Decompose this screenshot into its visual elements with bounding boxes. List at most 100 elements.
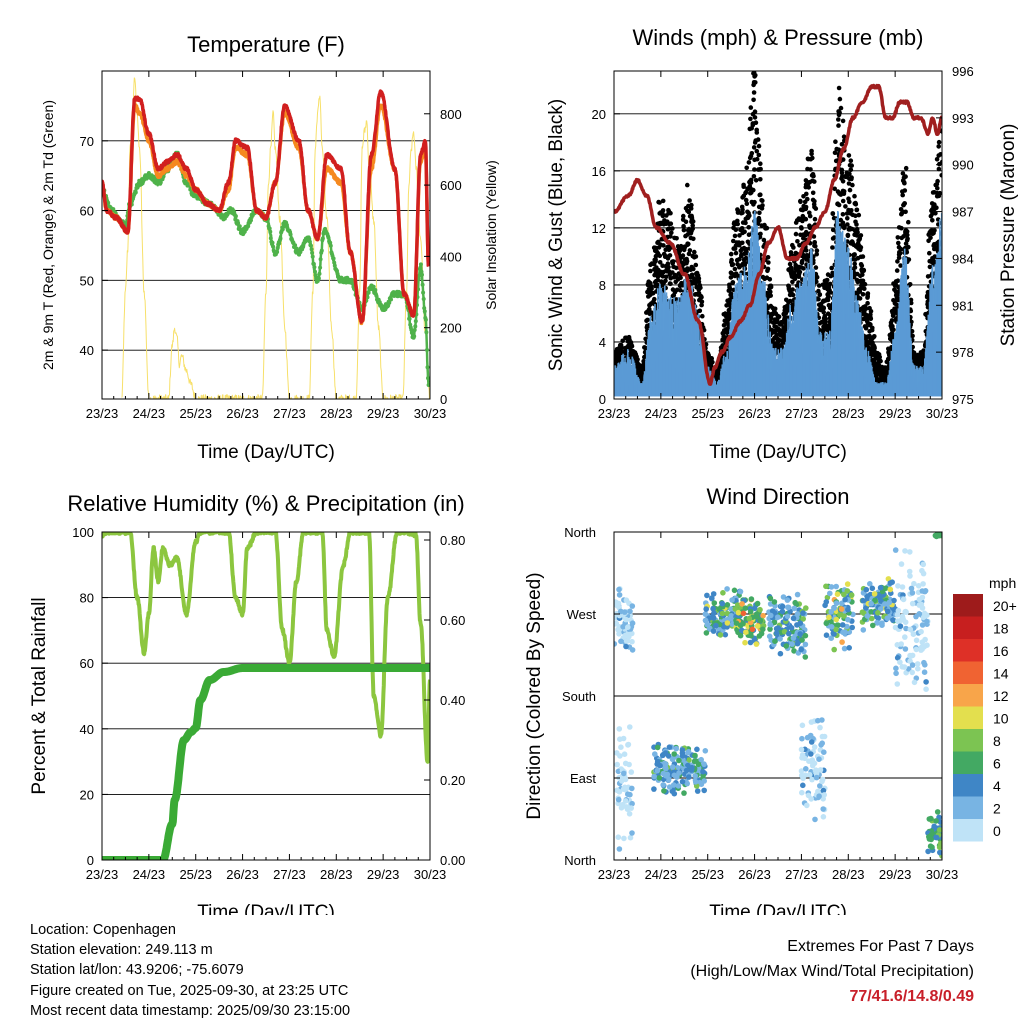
dewpoint-point xyxy=(374,293,379,298)
gust-point xyxy=(803,204,809,210)
gust-point xyxy=(857,296,863,301)
y-tick-label: 800 xyxy=(440,107,462,122)
winds-panel: Winds (mph) & Pressure (mb) 048121620975… xyxy=(546,25,1019,463)
dewpoint-point xyxy=(298,250,303,255)
gust-point xyxy=(828,290,834,295)
gust-point xyxy=(699,299,705,305)
gust-point xyxy=(681,213,686,219)
gust-point xyxy=(868,309,874,314)
gust-point xyxy=(697,308,703,314)
gust-point xyxy=(689,213,694,219)
gust-point xyxy=(683,219,689,225)
gust-point xyxy=(869,327,875,333)
dewpoint-point xyxy=(426,376,430,381)
dewpoint-point xyxy=(420,272,424,277)
y-tick-label: 400 xyxy=(440,249,462,264)
gust-point xyxy=(872,345,877,351)
dewpoint-point xyxy=(158,180,163,185)
temperature-grid xyxy=(102,140,430,351)
gust-point xyxy=(878,358,883,364)
gust-point xyxy=(809,151,814,157)
gust-point xyxy=(904,229,910,234)
gust-point xyxy=(793,231,799,237)
gust-point xyxy=(860,292,866,297)
temp-9m-line xyxy=(102,89,430,324)
gust-point xyxy=(645,317,650,323)
gust-point xyxy=(660,208,666,213)
gust-point xyxy=(655,277,661,283)
dewpoint-point xyxy=(237,224,242,229)
gust-point xyxy=(758,231,763,237)
gust-point xyxy=(868,315,873,320)
dewpoint-point xyxy=(418,265,423,270)
gust-point xyxy=(765,266,771,272)
dewpoint-point xyxy=(331,256,336,261)
gust-point xyxy=(710,359,715,365)
gust-point xyxy=(668,221,674,226)
gust-point xyxy=(847,187,853,193)
y-tick-label: 40 xyxy=(80,343,94,358)
gust-point xyxy=(735,221,740,227)
gust-point xyxy=(852,193,857,199)
gust-point xyxy=(858,233,864,238)
gust-point xyxy=(754,130,760,135)
gust-point xyxy=(936,166,942,172)
gust-point xyxy=(799,260,805,266)
gust-point xyxy=(700,313,705,319)
gust-point xyxy=(698,285,703,291)
gust-point xyxy=(798,199,803,205)
temperature-series xyxy=(102,77,430,399)
dewpoint-point xyxy=(365,295,370,300)
gust-point xyxy=(840,179,846,184)
dewpoint-point xyxy=(418,262,423,267)
dewpoint-point xyxy=(332,263,337,268)
gust-point xyxy=(902,201,907,206)
gust-point xyxy=(854,222,859,227)
gust-point xyxy=(629,344,635,349)
gust-point xyxy=(670,226,675,231)
gust-point xyxy=(757,218,762,223)
gust-point xyxy=(906,219,911,225)
gust-point xyxy=(747,155,753,161)
gust-point xyxy=(746,210,751,216)
gust-point xyxy=(696,276,702,281)
x-tick-label: 23/23 xyxy=(86,406,119,421)
gust-point xyxy=(743,220,748,226)
gust-point xyxy=(678,275,683,281)
dewpoint-point xyxy=(320,236,325,241)
gust-point xyxy=(653,259,658,264)
gust-point xyxy=(681,223,686,229)
dewpoint-point xyxy=(307,239,312,244)
gust-point xyxy=(749,151,755,156)
gust-point xyxy=(756,152,762,158)
gust-point xyxy=(849,163,854,168)
gust-point xyxy=(668,234,673,239)
gust-point xyxy=(748,116,753,122)
dewpoint-point xyxy=(383,307,388,312)
gust-point xyxy=(801,266,806,271)
gust-point xyxy=(804,248,809,253)
dewpoint-point xyxy=(319,248,324,253)
winds-title: Winds (mph) & Pressure (mb) xyxy=(633,25,924,50)
gust-point xyxy=(674,236,679,241)
gust-point xyxy=(904,237,910,243)
gust-point xyxy=(752,109,758,114)
x-tick-label: 28/23 xyxy=(320,406,353,421)
gust-point xyxy=(813,243,818,249)
gust-point xyxy=(827,281,833,287)
dewpoint-point xyxy=(328,243,333,248)
gust-point xyxy=(897,251,903,256)
gust-point xyxy=(902,188,908,193)
gust-point xyxy=(753,120,759,125)
y-tick-label: 600 xyxy=(440,178,462,193)
gust-point xyxy=(684,258,690,264)
gust-point xyxy=(862,281,868,287)
temperature-ylabel-left: 2m & 9m T (Red, Orange) & 2m Td (Green) xyxy=(40,100,56,370)
gust-point xyxy=(772,306,778,312)
dewpoint-point xyxy=(316,276,321,281)
dewpoint-point xyxy=(425,365,430,370)
dewpoint-point xyxy=(310,254,315,259)
gust-point xyxy=(906,244,911,250)
gust-point xyxy=(836,117,841,122)
gust-point xyxy=(817,292,823,298)
